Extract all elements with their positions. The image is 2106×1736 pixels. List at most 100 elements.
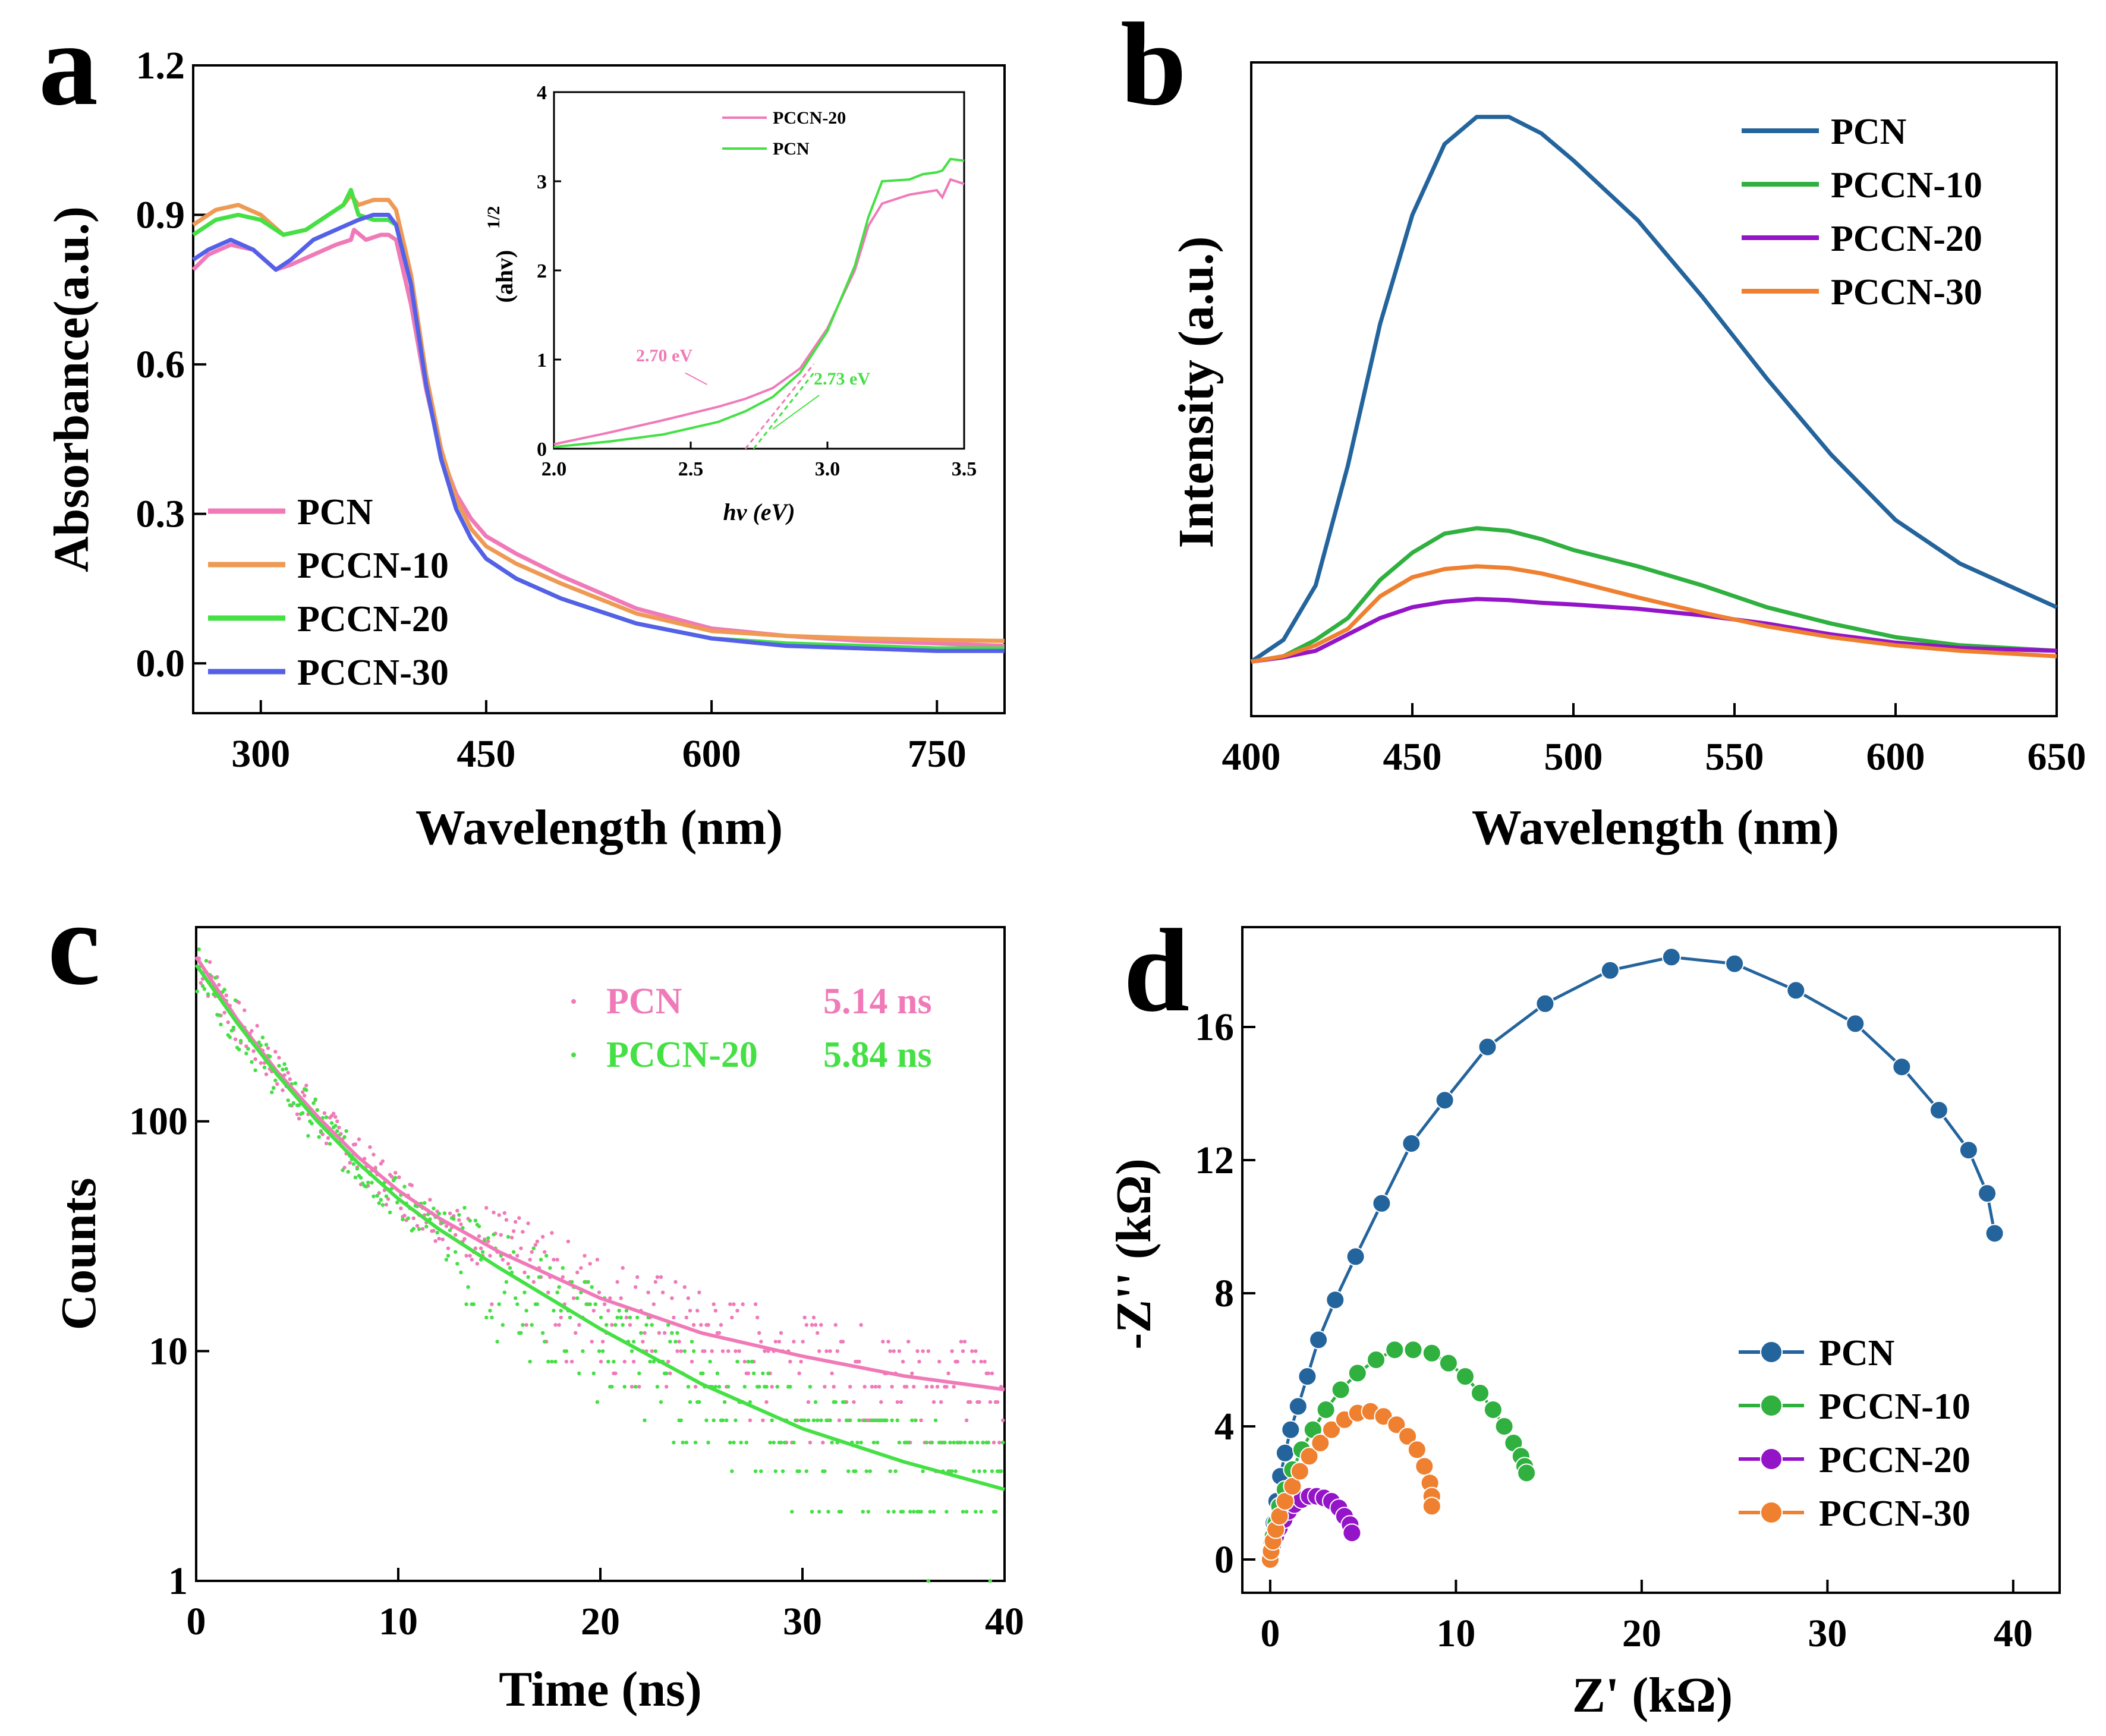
c-ytick-label: 1 bbox=[168, 1559, 188, 1603]
c-scatter-point bbox=[273, 1050, 278, 1054]
c-scatter-point bbox=[999, 1469, 1003, 1473]
c-scatter-point bbox=[410, 1183, 414, 1187]
c-scatter-point bbox=[559, 1315, 563, 1320]
c-scatter-point bbox=[375, 1193, 379, 1198]
c-scatter-point bbox=[906, 1340, 911, 1344]
c-scatter-point bbox=[613, 1371, 618, 1375]
c-scatter-point bbox=[595, 1258, 600, 1262]
c-scatter-point bbox=[972, 1469, 976, 1473]
inset-frame bbox=[553, 91, 965, 450]
d-xtick-label: 40 bbox=[1994, 1612, 2033, 1655]
c-scatter-point bbox=[977, 1469, 981, 1473]
c-scatter-point bbox=[810, 1510, 814, 1514]
c-scatter-point bbox=[748, 1400, 753, 1404]
panel-c-xlabel: Time (ns) bbox=[499, 1662, 701, 1717]
c-scatter-point bbox=[665, 1371, 669, 1375]
c-scatter-point bbox=[955, 1359, 960, 1364]
c-scatter-point bbox=[706, 1323, 710, 1327]
c-scatter-point bbox=[790, 1510, 794, 1514]
d-ytick-label: 12 bbox=[1195, 1139, 1234, 1182]
c-scatter-point bbox=[315, 1108, 319, 1112]
c-scatter-point bbox=[277, 1064, 281, 1068]
d-series-point bbox=[1288, 1397, 1308, 1416]
c-scatter-point bbox=[835, 1349, 840, 1353]
c-scatter-point bbox=[655, 1385, 660, 1389]
c-scatter-point bbox=[926, 1349, 931, 1353]
d-series-point bbox=[1535, 994, 1555, 1013]
c-scatter-point bbox=[495, 1340, 499, 1344]
panel-d-label: d bbox=[1123, 905, 1189, 1036]
d-series-point bbox=[1342, 1523, 1362, 1543]
b-legend-label: PCCN-30 bbox=[1831, 272, 1982, 313]
c-scatter-point bbox=[394, 1176, 398, 1180]
c-scatter-point bbox=[797, 1469, 801, 1473]
d-series-point bbox=[1725, 954, 1745, 973]
d-series-point bbox=[1892, 1057, 1912, 1077]
c-scatter-point bbox=[675, 1349, 679, 1353]
c-scatter-point bbox=[641, 1340, 645, 1344]
c-scatter-point bbox=[990, 1469, 994, 1473]
c-scatter-point bbox=[260, 1035, 265, 1039]
c-scatter-point bbox=[779, 1441, 783, 1445]
c-scatter-point bbox=[919, 1510, 923, 1514]
c-scatter-point bbox=[468, 1253, 472, 1258]
c-scatter-point bbox=[1001, 1441, 1005, 1445]
c-scatter-point bbox=[948, 1441, 952, 1445]
c-scatter-point bbox=[772, 1441, 776, 1445]
c-scatter-point bbox=[341, 1168, 345, 1173]
c-scatter-point bbox=[746, 1371, 751, 1375]
c-scatter-point bbox=[739, 1441, 743, 1445]
c-scatter-point bbox=[653, 1280, 658, 1284]
inset-ytick-label: 3 bbox=[537, 171, 547, 193]
c-scatter-point bbox=[324, 1141, 329, 1146]
c-scatter-point bbox=[599, 1359, 603, 1364]
c-scatter-point bbox=[753, 1469, 758, 1473]
c-scatter-point bbox=[486, 1239, 490, 1244]
c-scatter-point bbox=[682, 1285, 687, 1289]
c-scatter-point bbox=[384, 1202, 389, 1207]
c-scatter-point bbox=[972, 1359, 976, 1364]
d-series-point bbox=[1478, 1037, 1497, 1057]
c-scatter-point bbox=[804, 1323, 809, 1327]
c-scatter-point bbox=[440, 1237, 445, 1242]
c-scatter-point bbox=[353, 1142, 358, 1146]
c-scatter-point bbox=[939, 1441, 943, 1445]
c-scatter-point bbox=[533, 1243, 538, 1247]
c-scatter-point bbox=[726, 1349, 731, 1353]
c-scatter-point bbox=[741, 1302, 745, 1306]
c-scatter-point bbox=[531, 1280, 536, 1284]
c-scatter-point bbox=[688, 1400, 692, 1404]
a-xtick-label: 300 bbox=[231, 732, 290, 776]
c-scatter-point bbox=[763, 1349, 767, 1353]
c-scatter-point bbox=[857, 1418, 861, 1422]
c-scatter-point bbox=[862, 1418, 867, 1422]
b-series-line-pccn-30 bbox=[1251, 564, 2057, 664]
c-scatter-point bbox=[819, 1323, 823, 1327]
c-scatter-point bbox=[651, 1302, 656, 1306]
c-scatter-point bbox=[970, 1349, 974, 1353]
c-scatter-point bbox=[672, 1441, 676, 1445]
c-scatter-point bbox=[228, 1035, 232, 1039]
c-scatter-point bbox=[488, 1253, 492, 1258]
panel-a-xlabel: Wavelength (nm) bbox=[415, 800, 783, 855]
c-scatter-point bbox=[420, 1227, 425, 1231]
c-scatter-point bbox=[588, 1302, 592, 1306]
d-series-point bbox=[1786, 981, 1806, 1000]
c-scatter-point bbox=[904, 1385, 909, 1389]
c-scatter-point bbox=[511, 1250, 516, 1254]
d-ytick-label: 16 bbox=[1195, 1006, 1234, 1049]
c-scatter-point bbox=[500, 1323, 505, 1327]
c-scatter-point bbox=[921, 1469, 925, 1473]
c-scatter-point bbox=[697, 1290, 701, 1294]
c-scatter-point bbox=[779, 1331, 783, 1335]
c-xtick-label: 20 bbox=[581, 1600, 620, 1643]
d-series-point bbox=[1275, 1443, 1295, 1463]
c-scatter-point bbox=[659, 1400, 663, 1404]
c-scatter-point bbox=[852, 1400, 856, 1404]
d-series-point bbox=[1372, 1193, 1392, 1213]
d-legend-marker bbox=[1760, 1501, 1783, 1524]
c-scatter-point bbox=[682, 1349, 687, 1353]
d-xtick-label: 30 bbox=[1808, 1612, 1847, 1655]
c-scatter-point bbox=[950, 1469, 954, 1473]
c-scatter-point bbox=[964, 1418, 969, 1422]
